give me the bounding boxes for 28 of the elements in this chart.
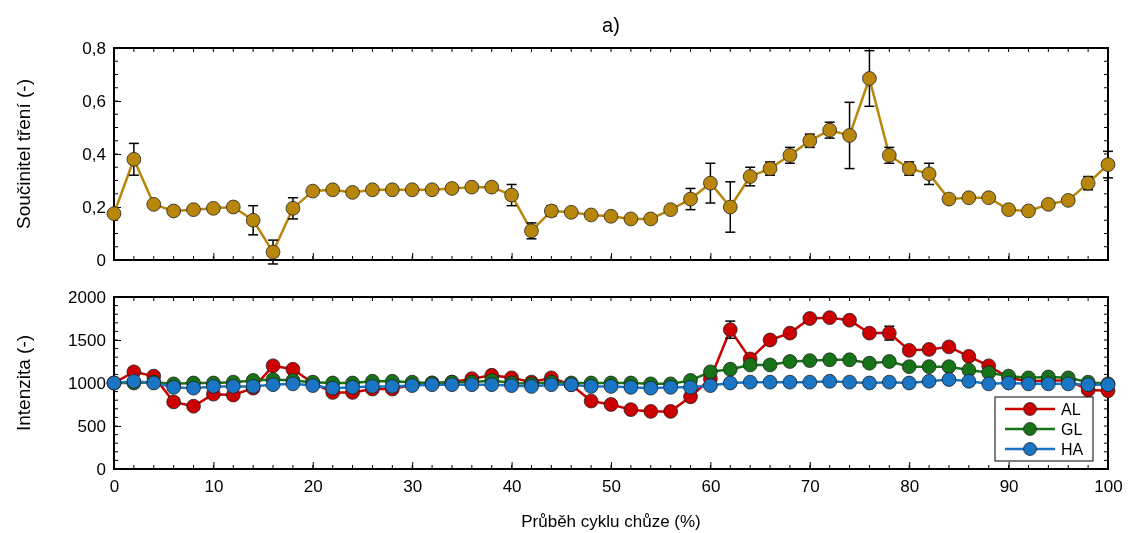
chart-title: a) <box>602 14 620 36</box>
y-tick-label: 0,8 <box>82 38 106 58</box>
x-tick-label: 100 <box>1094 477 1123 497</box>
y-tick-label: 0 <box>96 250 106 270</box>
x-tick-label: 10 <box>204 477 224 497</box>
y-tick-label: 1500 <box>68 330 106 350</box>
legend-label: GL <box>1061 421 1083 438</box>
legend-label: AL <box>1061 401 1081 418</box>
x-tick-label: 50 <box>602 477 621 497</box>
y-axis-title: Intenzita (-) <box>13 334 34 432</box>
x-tick-label: 70 <box>800 477 820 497</box>
x-tick-label: 90 <box>999 477 1019 497</box>
x-tick-label: 80 <box>900 477 920 497</box>
y-tick-label: 0,2 <box>82 197 106 217</box>
y-tick-label: 0 <box>96 459 106 479</box>
x-axis-title: Průběh cyklu chůze (%) <box>521 512 701 531</box>
y-tick-label: 0,4 <box>82 144 106 164</box>
y-tick-label: 0,6 <box>82 91 106 111</box>
x-tick-label: 40 <box>502 477 522 497</box>
y-tick-label: 500 <box>77 416 106 436</box>
x-tick-label: 60 <box>701 477 721 497</box>
x-tick-label: 30 <box>403 477 423 497</box>
legend-label: HA <box>1061 441 1084 458</box>
x-tick-label: 0 <box>109 477 120 497</box>
x-tick-label: 20 <box>303 477 323 497</box>
y-tick-label: 1000 <box>68 373 106 393</box>
y-tick-label: 2000 <box>68 287 106 307</box>
y-axis-title: Součinitel tření (-) <box>13 79 34 229</box>
